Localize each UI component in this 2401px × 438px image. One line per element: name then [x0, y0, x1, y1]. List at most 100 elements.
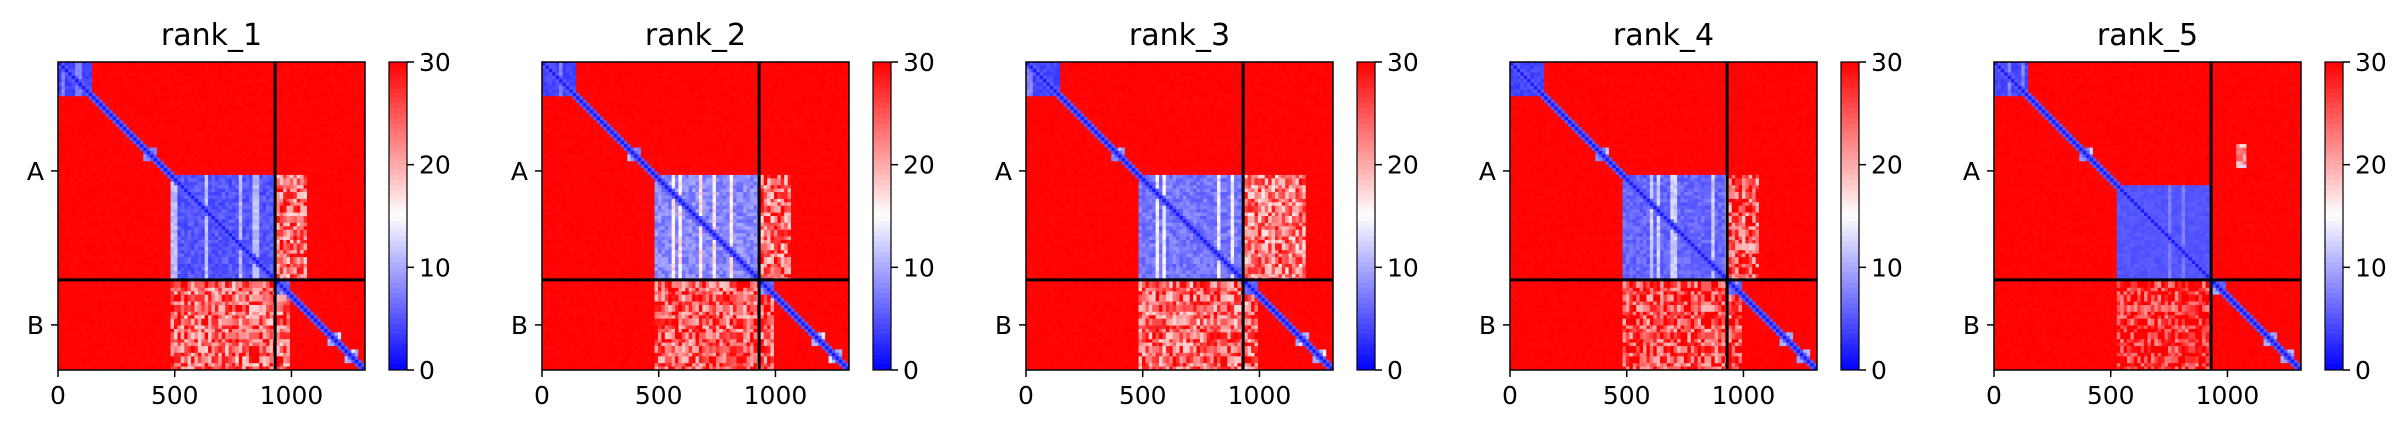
heatmap-cell [338, 137, 342, 141]
heatmap-cell [184, 151, 188, 155]
heatmap-cell [89, 103, 93, 107]
heatmap-cell [215, 93, 219, 97]
heatmap-cell [280, 148, 284, 152]
heatmap-cell [304, 72, 308, 76]
heatmap-cell [201, 130, 205, 134]
heatmap-cell [113, 76, 117, 80]
heatmap-cell [92, 151, 96, 155]
heatmap-cell [188, 79, 192, 83]
heatmap-cell [78, 79, 82, 83]
heatmap-cell [205, 72, 209, 76]
heatmap-cell [205, 117, 209, 121]
heatmap-cell [150, 65, 154, 69]
heatmap-cell [65, 168, 69, 172]
heatmap-cell [304, 100, 308, 104]
heatmap-cell [198, 137, 202, 141]
heatmap-cell [314, 65, 318, 69]
heatmap-cell [82, 161, 86, 165]
heatmap-cell [160, 117, 164, 121]
heatmap-cell [191, 93, 195, 97]
heatmap-cell [188, 137, 192, 141]
heatmap-cell [177, 134, 181, 138]
heatmap-cell [140, 86, 144, 90]
heatmap-cell [235, 134, 239, 138]
heatmap-cell [102, 72, 106, 76]
heatmap-cell [126, 86, 130, 90]
heatmap-cell [348, 127, 352, 131]
heatmap-cell [68, 72, 72, 76]
heatmap-cell [109, 137, 113, 141]
heatmap-cell [300, 127, 304, 131]
heatmap-cell [269, 165, 273, 169]
heatmap-cell [297, 127, 301, 131]
heatmap-cell [160, 127, 164, 131]
heatmap-cell [276, 134, 280, 138]
heatmap-cell [171, 161, 175, 165]
heatmap-cell [72, 89, 76, 93]
heatmap-cell [293, 134, 297, 138]
heatmap-cell [297, 65, 301, 69]
heatmap-cell [85, 151, 89, 155]
heatmap-cell [263, 137, 267, 141]
heatmap-cell [123, 100, 127, 104]
heatmap-cell [65, 69, 69, 73]
heatmap-cell [150, 175, 154, 179]
heatmap-cell [140, 65, 144, 69]
heatmap-cell [126, 168, 130, 172]
heatmap-cell [208, 86, 212, 90]
heatmap-cell [177, 154, 181, 158]
heatmap-cell [239, 106, 243, 110]
heatmap-cell [287, 103, 291, 107]
heatmap-cell [113, 89, 117, 93]
heatmap-cell [208, 158, 212, 162]
heatmap-cell [321, 158, 325, 162]
heatmap-cell [355, 69, 359, 73]
heatmap-cell [235, 151, 239, 155]
heatmap-cell [266, 158, 270, 162]
heatmap-cell [65, 148, 69, 152]
heatmap-cell [280, 127, 284, 131]
heatmap-cell [263, 89, 267, 93]
heatmap-cell [263, 161, 267, 165]
heatmap-cell [198, 83, 202, 87]
heatmap-cell [61, 151, 65, 155]
heatmap-cell [351, 124, 355, 128]
heatmap-cell [331, 113, 335, 117]
heatmap-cell [92, 72, 96, 76]
heatmap-cell [208, 141, 212, 145]
heatmap-cell [348, 110, 352, 114]
heatmap-cell [184, 158, 188, 162]
heatmap-cell [327, 172, 331, 176]
heatmap-cell [106, 161, 110, 165]
heatmap-cell [208, 134, 212, 138]
heatmap-cell [147, 158, 151, 162]
heatmap-cell [222, 148, 226, 152]
heatmap-cell [133, 117, 137, 121]
heatmap-cell [109, 161, 113, 165]
heatmap-cell [252, 127, 256, 131]
heatmap-cell [287, 137, 291, 141]
heatmap-cell [188, 165, 192, 169]
heatmap-cell [188, 93, 192, 97]
heatmap-cell [300, 113, 304, 117]
heatmap-cell [358, 141, 362, 145]
heatmap-cell [171, 127, 175, 131]
heatmap-cell [229, 144, 233, 148]
heatmap-cell [181, 144, 185, 148]
heatmap-cell [61, 106, 65, 110]
heatmap-cell [164, 65, 168, 69]
heatmap-cell [232, 137, 236, 141]
heatmap-cell [113, 137, 117, 141]
heatmap-cell [123, 144, 127, 148]
heatmap-cell [232, 134, 236, 138]
heatmap-cell [348, 151, 352, 155]
heatmap-cell [109, 76, 113, 80]
heatmap-cell [113, 154, 117, 158]
heatmap-cell [113, 83, 117, 87]
heatmap-cell [191, 144, 195, 148]
heatmap-cell [232, 120, 236, 124]
heatmap-cell [307, 86, 311, 90]
heatmap-cell [188, 141, 192, 145]
heatmap-cell [310, 117, 314, 121]
heatmap-cell [358, 76, 362, 80]
